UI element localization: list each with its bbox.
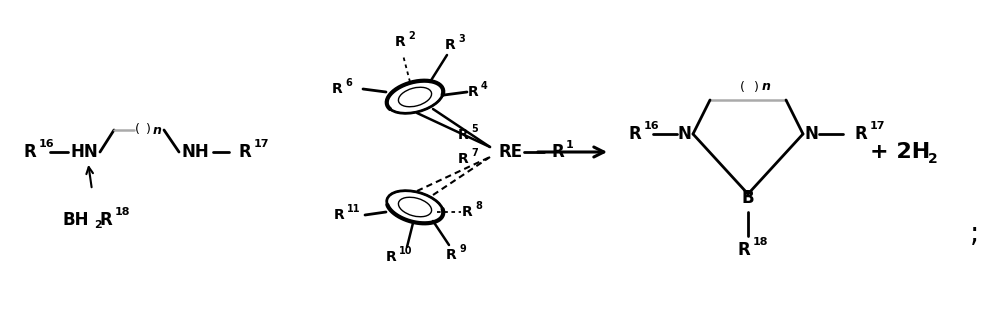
Text: 16: 16 (39, 139, 55, 149)
Text: R: R (629, 125, 641, 143)
Text: NH: NH (181, 143, 209, 161)
Text: N: N (677, 125, 691, 143)
Text: R: R (458, 152, 468, 166)
Text: R: R (332, 82, 342, 96)
Text: n: n (762, 80, 770, 94)
Text: (: ( (740, 80, 744, 94)
Text: R: R (552, 143, 564, 161)
Text: 2: 2 (94, 220, 102, 230)
Text: ): ) (754, 80, 758, 94)
Text: 6: 6 (345, 78, 352, 88)
Text: ;: ; (970, 220, 980, 248)
Text: 18: 18 (115, 207, 130, 217)
Text: 5: 5 (471, 124, 478, 134)
Text: HN: HN (70, 143, 98, 161)
Text: 2: 2 (928, 152, 938, 166)
Text: 3: 3 (458, 34, 465, 44)
Text: 2: 2 (408, 31, 415, 41)
Text: R: R (446, 248, 456, 262)
Text: R: R (395, 35, 405, 49)
Text: N: N (805, 125, 819, 143)
Text: 16: 16 (644, 121, 660, 131)
Text: R: R (386, 250, 396, 264)
Text: 10: 10 (399, 246, 413, 256)
Text: R: R (24, 143, 36, 161)
Text: 18: 18 (753, 237, 768, 247)
Text: 9: 9 (459, 244, 466, 254)
Text: R: R (462, 205, 472, 219)
Text: 1: 1 (566, 140, 574, 150)
Text: R: R (334, 208, 344, 222)
Text: ): ) (146, 124, 150, 137)
Text: + 2H: + 2H (870, 142, 930, 162)
Text: BH: BH (63, 211, 89, 229)
Text: 8: 8 (475, 201, 482, 211)
Text: n: n (153, 124, 161, 137)
Text: 11: 11 (347, 204, 360, 214)
Text: R: R (458, 128, 468, 142)
Text: 7: 7 (471, 148, 478, 158)
Text: (: ( (135, 124, 139, 137)
Text: R: R (855, 125, 867, 143)
Text: 4: 4 (481, 81, 488, 91)
Text: R: R (738, 241, 750, 259)
Text: 17: 17 (870, 121, 886, 131)
Text: R: R (468, 85, 478, 99)
Text: R: R (445, 38, 455, 52)
Text: 17: 17 (254, 139, 270, 149)
Text: RE: RE (498, 143, 522, 161)
Text: R: R (100, 211, 112, 229)
Text: R: R (239, 143, 251, 161)
Text: B: B (742, 189, 754, 207)
